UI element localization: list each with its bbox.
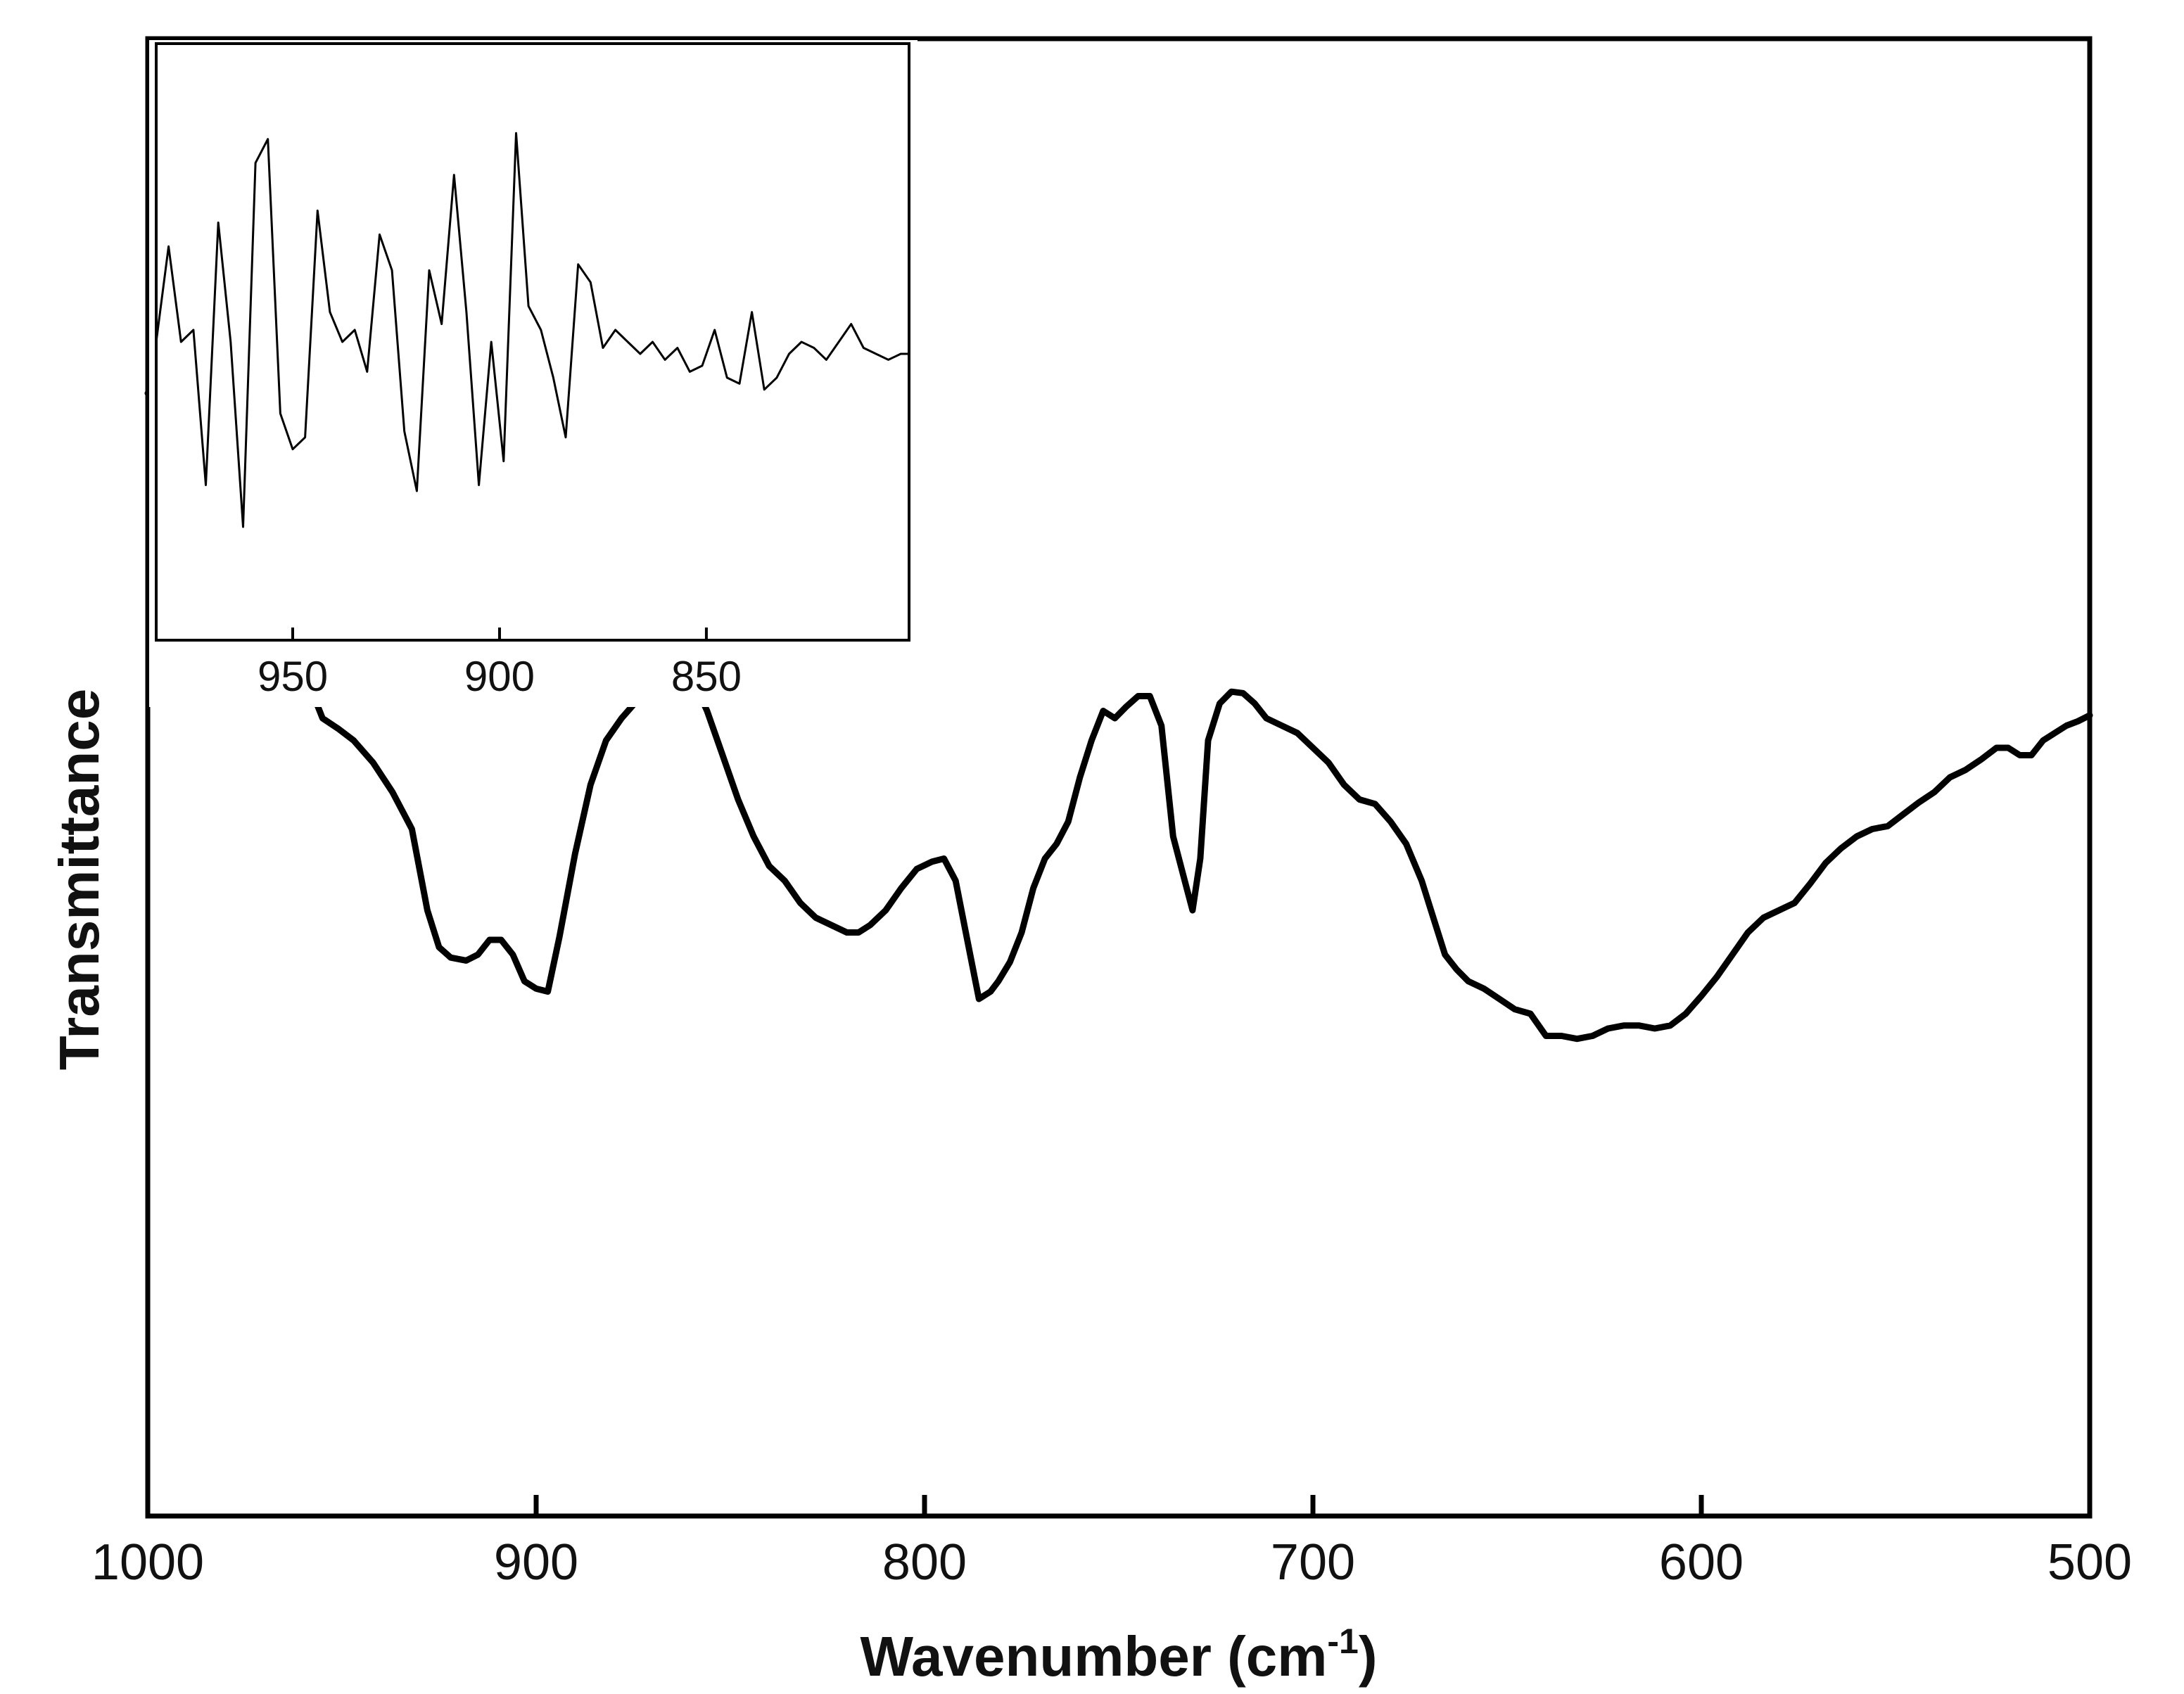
x-axis-title: Wavenumber (cm-1): [861, 1622, 1378, 1688]
x-axis-title-close: ): [1359, 1625, 1378, 1688]
main-x-tick-label-500: 500: [2048, 1534, 2132, 1591]
main-x-tick-label-800: 800: [882, 1534, 967, 1591]
main-x-tick-label-1000: 1000: [91, 1534, 204, 1591]
main-series-line: [144, 387, 2093, 1043]
main-x-tick-label-600: 600: [1659, 1534, 1744, 1591]
inset-series-line: [155, 132, 909, 528]
inset-background: [149, 40, 918, 707]
inset-x-tick-label-850: 850: [671, 653, 742, 700]
x-axis-title-superscript: -1: [1327, 1622, 1358, 1661]
main-x-tick-label-900: 900: [494, 1534, 578, 1591]
main-plot-frame: [145, 36, 2093, 1519]
inset-x-axis-ticks: 950 900 850: [258, 628, 742, 700]
main-x-tick-label-700: 700: [1271, 1534, 1355, 1591]
main-x-axis-ticks: 1000 900 800 700 600 500: [91, 1495, 2132, 1591]
inset-x-tick-label-900: 900: [464, 653, 535, 700]
y-axis-title: Transmittance: [48, 689, 110, 1070]
inset-x-tick-label-950: 950: [258, 653, 328, 700]
x-axis-title-main: Wavenumber (cm: [861, 1625, 1328, 1688]
